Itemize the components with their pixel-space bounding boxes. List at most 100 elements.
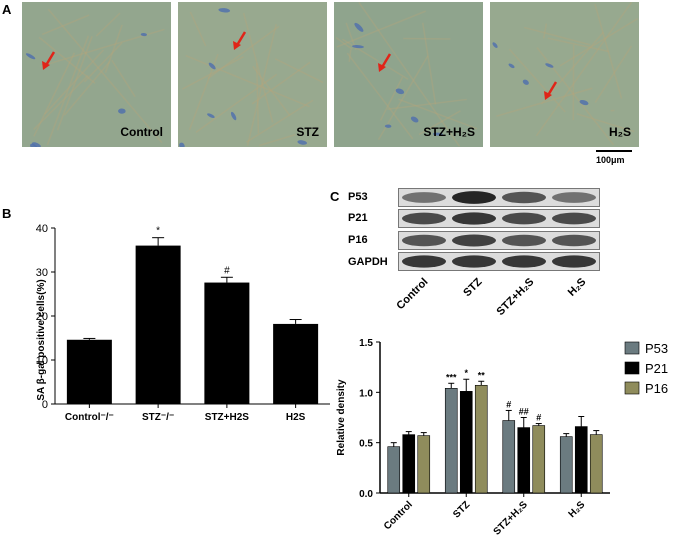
blot-strip-gapdh xyxy=(398,252,600,271)
red-arrow-head xyxy=(233,41,241,50)
micrograph-image xyxy=(334,2,483,147)
muscle-fiber xyxy=(535,2,633,137)
muscle-fiber xyxy=(335,36,353,50)
muscle-fiber xyxy=(258,133,296,147)
muscle-fiber xyxy=(418,110,461,136)
blot-group-label: STZ xyxy=(461,276,485,300)
muscle-fiber xyxy=(111,59,136,98)
muscle-fiber xyxy=(44,49,105,115)
micrograph-label: STZ+H₂S xyxy=(423,125,475,139)
blot-strip-p53 xyxy=(398,188,600,207)
legend-swatch xyxy=(624,361,640,375)
bar xyxy=(474,384,488,494)
muscle-fiber xyxy=(195,73,278,133)
blot-band xyxy=(552,255,596,268)
bar xyxy=(502,420,516,494)
blot-band xyxy=(452,255,496,268)
muscle-fiber xyxy=(594,45,633,103)
micrograph-label: Control xyxy=(120,125,163,139)
micrograph-stz: STZ xyxy=(178,2,327,147)
cell-nucleus xyxy=(522,79,529,85)
muscle-fiber xyxy=(95,12,121,37)
muscle-fiber xyxy=(559,17,639,67)
x-tick-label: STZ+H2S xyxy=(205,412,250,423)
cell-nucleus xyxy=(395,88,405,95)
y-tick-label: 0 xyxy=(42,399,48,411)
cell-nucleus xyxy=(31,142,41,147)
muscle-fiber xyxy=(387,98,467,111)
cell-nucleus xyxy=(297,140,308,145)
y-tick-label: 20 xyxy=(36,311,48,323)
legend-swatch xyxy=(624,381,640,395)
muscle-fiber xyxy=(398,98,478,130)
micrograph-label: H₂S xyxy=(608,125,631,139)
micrograph-image xyxy=(490,2,639,147)
bar xyxy=(387,446,401,494)
bar xyxy=(402,434,416,494)
blot-band xyxy=(502,191,546,204)
scale-bar xyxy=(596,150,632,152)
muscle-fiber xyxy=(38,36,96,84)
cell-nucleus xyxy=(492,42,498,48)
bar xyxy=(135,245,181,404)
muscle-fiber xyxy=(536,47,615,146)
muscle-fiber xyxy=(274,58,324,84)
blot-bands xyxy=(402,234,596,247)
red-arrow-head xyxy=(544,91,552,100)
y-tick-label: 40 xyxy=(36,223,48,235)
legend-swatch xyxy=(624,341,640,355)
blot-band xyxy=(502,212,546,225)
y-tick-label: 0.0 xyxy=(359,489,373,500)
blot-label-p53: P53 xyxy=(348,191,368,203)
micrograph-label: STZ xyxy=(296,125,319,139)
chart-b-ylabel: SA β-gal positive cells(%) xyxy=(36,279,47,400)
blot-label-p21: P21 xyxy=(348,212,368,224)
cell-nucleus xyxy=(207,113,215,118)
cell-nucleus xyxy=(352,45,364,49)
x-tick-label: Control⁻/⁻ xyxy=(65,412,114,423)
cell-nucleus xyxy=(410,116,419,123)
muscle-fiber xyxy=(576,113,635,133)
blot-label-gapdh: GAPDH xyxy=(348,256,388,268)
cell-nucleus xyxy=(508,63,515,69)
muscle-fiber xyxy=(496,87,593,117)
muscle-fiber xyxy=(83,42,123,83)
muscle-fiber xyxy=(547,37,609,53)
muscle-fiber xyxy=(358,2,461,147)
muscle-fiber xyxy=(336,10,426,48)
x-tick-label: STZ⁻/⁻ xyxy=(142,412,174,423)
muscle-fiber xyxy=(508,48,566,113)
blot-bands xyxy=(402,212,596,225)
significance-label: # xyxy=(506,399,511,409)
significance-label: *** xyxy=(446,372,457,382)
x-tick-label: STZ xyxy=(451,499,472,520)
blot-band xyxy=(402,192,446,203)
muscle-fiber xyxy=(523,26,591,46)
cell-nucleus xyxy=(579,99,589,106)
bar xyxy=(532,425,546,494)
bar xyxy=(559,436,573,494)
blot-band xyxy=(552,212,596,225)
cell-nucleus xyxy=(208,62,216,70)
red-arrow-head xyxy=(42,61,50,70)
muscle-fiber xyxy=(41,14,90,36)
muscle-fiber xyxy=(63,61,111,116)
cell-nucleus xyxy=(354,22,364,32)
muscle-fiber xyxy=(47,8,163,144)
blot-strip-p21 xyxy=(398,209,600,228)
bar xyxy=(273,323,319,404)
micrograph-h2s: H₂S xyxy=(490,2,639,147)
muscle-fiber xyxy=(242,12,274,123)
panel-c-letter: C xyxy=(330,189,340,204)
blot-group-label: H₂S xyxy=(565,276,589,299)
cell-nucleus xyxy=(545,63,554,68)
bar xyxy=(517,427,531,494)
x-tick-label: H₂S xyxy=(567,499,588,520)
bar xyxy=(66,339,112,404)
significance-label: * xyxy=(156,226,160,237)
panel-a-letter: A xyxy=(2,2,12,17)
legend-label: P21 xyxy=(645,361,668,376)
muscle-fiber xyxy=(104,24,123,73)
muscle-fiber xyxy=(594,3,623,99)
significance-label: # xyxy=(224,265,230,276)
